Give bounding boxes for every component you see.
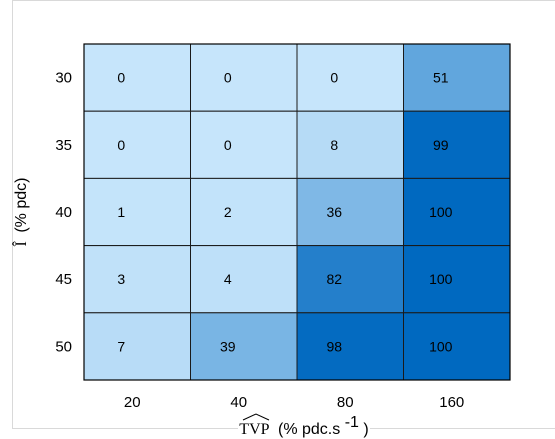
heatmap-cell: [83, 177, 191, 247]
heatmap-cell: [190, 245, 298, 314]
x-axis-label-close: ): [363, 421, 368, 438]
x-tick-label: 20: [124, 394, 141, 411]
heatmap-cell-label: 1: [117, 204, 125, 220]
heatmap-cell-labels: 0 0 0 51 0 0 8 99 1 2 36 100 3 4 82 100 7 39 98 100: [117, 70, 452, 355]
heatmap-cell: [403, 177, 511, 247]
x-axis-ticks: 20 40 80 160: [124, 394, 464, 411]
x-tick-label: 40: [230, 394, 247, 411]
heatmap-cell-label: 39: [220, 338, 236, 354]
heatmap-cell: [296, 110, 404, 179]
heatmap-cell: [190, 110, 298, 179]
heatmap-cell: [296, 245, 404, 314]
heatmap-cell: [296, 312, 404, 381]
y-tick-label: 45: [55, 271, 72, 288]
heatmap-cell-label: 100: [429, 338, 453, 354]
heatmap-cell-label: 2: [224, 204, 232, 220]
heatmap-cell: [296, 177, 404, 247]
x-tick-label: 80: [337, 394, 354, 411]
y-axis-label-symbol: Î: [11, 240, 30, 246]
heatmap-cell: [403, 312, 511, 381]
heatmap-cell-label: 51: [433, 70, 449, 86]
heatmap-cell-label: 3: [117, 271, 125, 287]
heatmap-cell: [403, 245, 511, 314]
heatmap-cell: [83, 245, 191, 314]
heatmap-cell-label: 4: [224, 271, 232, 287]
heatmap-cell: [83, 43, 191, 112]
heatmap-cell: [83, 312, 191, 381]
heatmap-cell: [403, 110, 511, 179]
heatmap-cell: [296, 43, 404, 112]
heatmap-cell: [190, 177, 298, 247]
x-axis-label-hat: [242, 413, 270, 421]
heatmap-cell-label: 7: [117, 338, 125, 354]
x-axis-label-symbol: TVP: [239, 421, 269, 438]
y-axis-label-unit: (% pdc): [13, 178, 30, 233]
x-axis-label: TVP (% pdc.s -1 ): [239, 414, 368, 438]
heatmap-cell-label: 0: [224, 70, 232, 86]
x-tick-label: 160: [439, 394, 464, 411]
heatmap-cell-label: 0: [117, 70, 125, 86]
heatmap-cell: [403, 43, 511, 112]
heatmap-cell: [83, 110, 191, 179]
y-axis-label: Î (% pdc): [11, 178, 30, 247]
y-tick-label: 35: [55, 137, 72, 154]
heatmap-cell-label: 0: [224, 137, 232, 153]
heatmap-cell-label: 100: [429, 204, 453, 220]
heatmap-cell-label: 8: [330, 137, 338, 153]
x-axis-label-superscript: -1: [345, 414, 359, 431]
heatmap-cells: [83, 43, 511, 381]
y-tick-label: 30: [55, 70, 72, 87]
y-tick-label: 50: [55, 338, 72, 355]
heatmap-cell-label: 98: [326, 338, 342, 354]
heatmap-cell-label: 99: [433, 137, 449, 153]
y-axis-ticks: 30 35 40 45 50: [55, 70, 72, 356]
heatmap-cell: [190, 43, 298, 112]
heatmap-cell-label: 0: [117, 137, 125, 153]
plot-border: [83, 43, 511, 381]
y-tick-label: 40: [55, 204, 72, 221]
heatmap-cell-label: 82: [326, 271, 342, 287]
heatmap-cell-label: 0: [330, 70, 338, 86]
heatmap-cell-label: 100: [429, 271, 453, 287]
heatmap-cell-label: 36: [326, 204, 342, 220]
x-axis-label-unit: (% pdc.s: [278, 421, 340, 438]
heatmap-cell: [190, 312, 298, 381]
